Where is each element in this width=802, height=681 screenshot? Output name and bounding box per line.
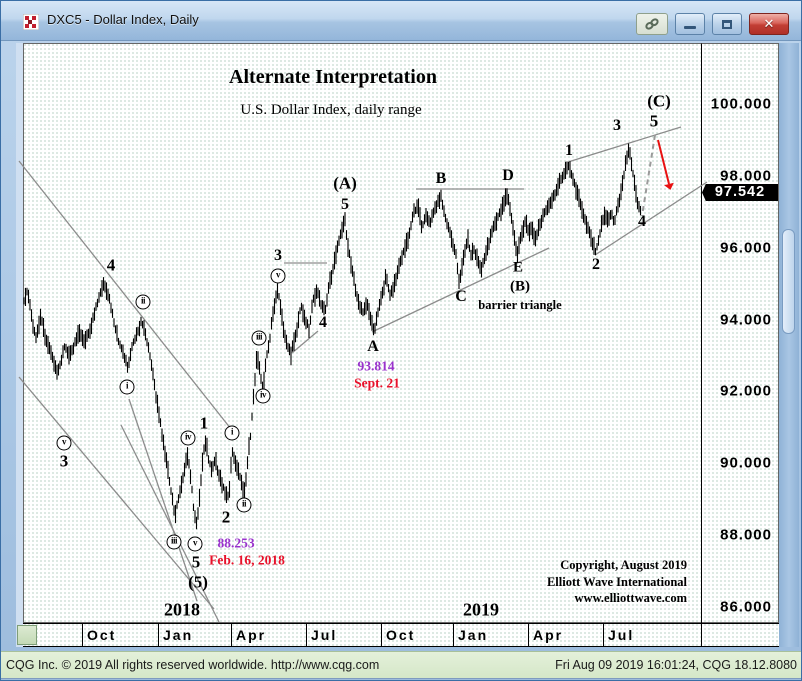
close-button[interactable]: ✕	[749, 13, 789, 35]
vertical-scrollbar[interactable]	[779, 43, 799, 647]
wave-label: C	[455, 288, 467, 305]
x-axis-tick	[82, 624, 83, 646]
wave-label: 5	[649, 111, 659, 131]
y-axis-price-label: 86.000	[720, 598, 772, 616]
circled-wave-label: iv	[180, 430, 196, 446]
window-controls: ✕	[636, 13, 789, 36]
circled-wave-label: iii	[166, 534, 182, 550]
last-price-tag: 97.542	[702, 184, 778, 201]
wave-label: (5)	[188, 572, 208, 592]
x-axis-tick	[381, 624, 382, 646]
x-axis-tick	[603, 624, 604, 646]
app-icon	[22, 13, 40, 31]
x-axis-tick	[158, 624, 159, 646]
circled-wave-label: v	[187, 536, 203, 552]
x-axis-month-label: Jul	[311, 627, 338, 643]
restore-button[interactable]	[712, 13, 742, 35]
x-axis-month-label: Jul	[608, 627, 635, 643]
window-inner-border	[16, 43, 23, 647]
circled-wave-label: v	[270, 268, 286, 284]
circled-wave-label: v	[56, 435, 72, 451]
y-axis-price-label: 98.000	[720, 167, 772, 185]
title-bar[interactable]: DXC5 - Dollar Index, Daily ✕	[1, 1, 801, 41]
minimize-button[interactable]	[675, 13, 705, 35]
wave-label: B	[435, 170, 447, 187]
x-axis-strip[interactable]	[23, 623, 779, 647]
wave-label: A	[367, 338, 379, 355]
wave-label: 3	[613, 117, 621, 134]
copyright-line: Copyright, August 2019	[560, 558, 687, 572]
link-windows-button[interactable]	[636, 13, 668, 35]
copyright-line: Elliott Wave International	[546, 574, 687, 589]
x-axis-tick	[528, 624, 529, 646]
wave-label: barrier triangle	[478, 297, 562, 312]
wave-label: 93.814	[357, 358, 395, 374]
wave-label: 4	[638, 213, 646, 230]
circled-wave-label: i	[119, 379, 135, 395]
x-axis-month-label: Apr	[533, 627, 564, 643]
x-axis-month-label: Apr	[236, 627, 267, 643]
circled-wave-label: iii	[251, 330, 267, 346]
wave-label: 3	[59, 451, 69, 471]
wave-label: Feb. 16, 2018	[209, 552, 285, 568]
wave-label: (B)	[510, 278, 530, 295]
chart-title: Alternate Interpretation	[229, 66, 437, 88]
restore-icon	[722, 19, 732, 29]
x-axis-tick	[231, 624, 232, 646]
horizontal-scroll-home-button[interactable]	[17, 625, 37, 645]
x-axis-year-label: 2018	[164, 599, 200, 620]
vertical-scrollbar-thumb[interactable]	[782, 229, 795, 334]
y-axis-price-label: 96.000	[720, 239, 772, 257]
copyright-note: Copyright, August 2019 Elliott Wave Inte…	[547, 557, 687, 607]
wave-label: 3	[274, 247, 282, 264]
y-axis-price-label: 90.000	[720, 454, 772, 472]
status-timestamp-text: Fri Aug 09 2019 16:01:24, CQG 18.12.8080	[555, 658, 797, 672]
status-bar: CQG Inc. © 2019 All rights reserved worl…	[1, 651, 801, 679]
wave-label: 1	[199, 413, 209, 433]
y-axis-price-label: 88.000	[720, 526, 772, 544]
x-axis-month-label: Oct	[386, 627, 416, 643]
wave-label: 4	[319, 314, 327, 331]
status-copyright-text: CQG Inc. © 2019 All rights reserved worl…	[6, 658, 380, 672]
x-axis-year-label: 2019	[463, 599, 499, 620]
wave-label: 2	[592, 256, 600, 273]
circled-wave-label: ii	[135, 294, 151, 310]
y-axis-price-label: 94.000	[720, 311, 772, 329]
wave-label: 88.253	[217, 535, 255, 551]
minimize-icon	[684, 25, 696, 29]
circled-wave-label: iv	[255, 388, 271, 404]
wave-label: 4	[106, 255, 116, 275]
wave-label: D	[502, 167, 514, 184]
x-axis-month-label: Jan	[458, 627, 489, 643]
x-axis-tick	[453, 624, 454, 646]
wave-label: (A)	[333, 173, 357, 193]
wave-label: 1	[565, 142, 573, 159]
x-axis-tick	[306, 624, 307, 646]
circled-wave-label: i	[224, 425, 240, 441]
x-axis-month-label: Oct	[87, 627, 117, 643]
y-axis-price-label: 100.000	[710, 95, 772, 113]
chart-subtitle: U.S. Dollar Index, daily range	[240, 102, 422, 118]
circled-wave-label: ii	[236, 497, 252, 513]
copyright-line: www.elliottwave.com	[574, 591, 687, 605]
wave-label: 2	[221, 507, 231, 527]
y-axis-price-label: 92.000	[720, 382, 772, 400]
wave-label: 5	[341, 196, 349, 213]
wave-label: 5	[191, 552, 201, 572]
wave-label: Sept. 21	[354, 375, 400, 391]
close-icon: ✕	[763, 16, 775, 31]
window-title: DXC5 - Dollar Index, Daily	[47, 12, 199, 27]
wave-label: (C)	[647, 91, 671, 111]
wave-label: E	[512, 259, 524, 276]
x-axis-month-label: Jan	[163, 627, 194, 643]
